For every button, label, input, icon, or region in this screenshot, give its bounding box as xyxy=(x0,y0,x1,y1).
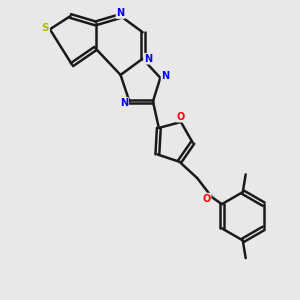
Text: O: O xyxy=(177,112,185,122)
Text: N: N xyxy=(161,71,170,81)
Text: N: N xyxy=(144,54,152,64)
Text: O: O xyxy=(202,194,211,204)
Text: N: N xyxy=(116,8,124,18)
Text: S: S xyxy=(42,23,49,33)
Text: N: N xyxy=(120,98,128,108)
